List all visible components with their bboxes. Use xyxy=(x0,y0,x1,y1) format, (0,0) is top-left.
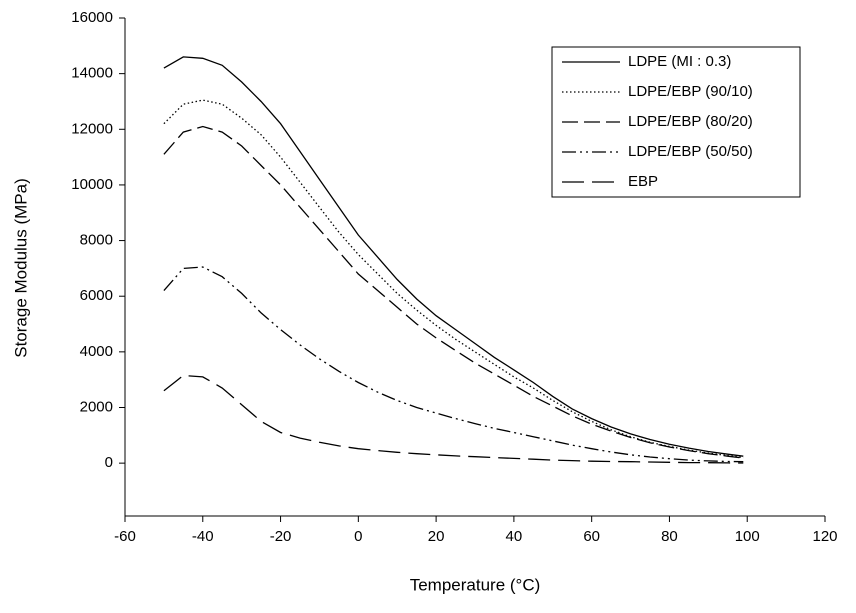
legend-label: LDPE/EBP (50/50) xyxy=(628,143,753,160)
y-tick-label: 0 xyxy=(105,454,113,471)
y-tick-label: 12000 xyxy=(71,120,113,137)
x-tick-label: 40 xyxy=(506,528,523,545)
x-axis-label: Temperature (°C) xyxy=(410,575,541,594)
legend-label: EBP xyxy=(628,173,658,190)
legend-label: LDPE/EBP (80/20) xyxy=(628,113,753,130)
y-tick-label: 6000 xyxy=(80,287,113,304)
x-tick-label: 80 xyxy=(661,528,678,545)
y-axis-label: Storage Modulus (MPa) xyxy=(11,178,30,358)
series-line xyxy=(163,125,744,459)
y-tick-label: 2000 xyxy=(80,398,113,415)
y-tick-label: 10000 xyxy=(71,176,113,193)
x-tick-label: 20 xyxy=(428,528,445,545)
legend-label: LDPE (MI : 0.3) xyxy=(628,53,731,70)
x-tick-label: -20 xyxy=(270,528,292,545)
x-tick-label: -60 xyxy=(114,528,136,545)
x-tick-label: -40 xyxy=(192,528,214,545)
legend-label: LDPE/EBP (90/10) xyxy=(628,83,753,100)
y-tick-label: 8000 xyxy=(80,232,113,249)
x-tick-label: 100 xyxy=(735,528,760,545)
series-line xyxy=(163,374,744,464)
y-tick-label: 4000 xyxy=(80,343,113,360)
y-tick-label: 16000 xyxy=(71,9,113,26)
series-line xyxy=(163,56,744,457)
x-tick-label: 120 xyxy=(812,528,837,545)
x-tick-label: 0 xyxy=(354,528,362,545)
y-tick-label: 14000 xyxy=(71,65,113,82)
x-tick-label: 60 xyxy=(583,528,600,545)
series-line xyxy=(163,266,744,463)
